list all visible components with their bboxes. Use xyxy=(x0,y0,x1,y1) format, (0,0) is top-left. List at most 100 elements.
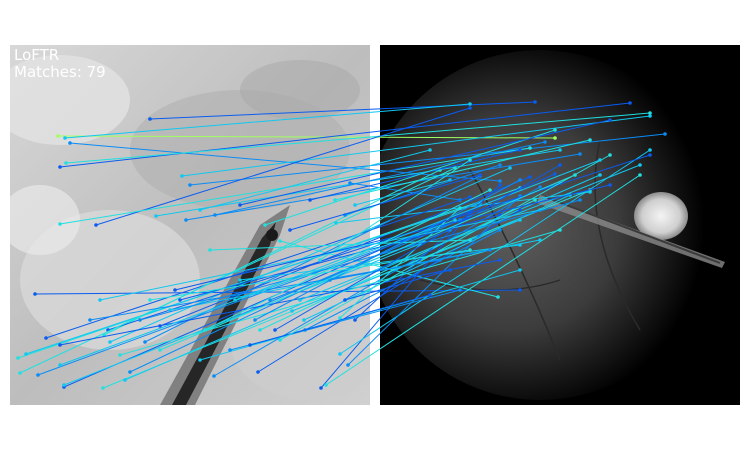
keypoint xyxy=(148,298,152,302)
match-line xyxy=(309,149,521,201)
keypoint xyxy=(64,161,68,165)
match-line xyxy=(249,294,431,346)
match-line xyxy=(279,154,611,341)
match-line xyxy=(234,159,601,301)
keypoint xyxy=(458,206,462,210)
keypoint xyxy=(180,174,184,178)
match-line xyxy=(59,259,501,346)
keypoint xyxy=(353,203,357,207)
keypoint xyxy=(343,298,347,302)
keypoint xyxy=(558,228,562,232)
match-line xyxy=(34,289,521,295)
keypoint xyxy=(268,298,272,302)
keypoint xyxy=(238,203,242,207)
keypoint xyxy=(458,288,462,292)
match-line xyxy=(159,176,531,327)
keypoint xyxy=(308,198,312,202)
match-line xyxy=(274,164,561,331)
match-line xyxy=(319,159,471,261)
keypoint xyxy=(538,185,542,189)
keypoint xyxy=(118,353,122,357)
keypoint xyxy=(101,386,105,390)
left-image-panel xyxy=(10,45,370,405)
keypoint xyxy=(58,222,62,226)
keypoint xyxy=(338,316,342,320)
keypoint xyxy=(168,308,172,312)
keypoint xyxy=(498,228,502,232)
keypoint xyxy=(68,141,72,145)
match-line xyxy=(199,149,431,211)
keypoint xyxy=(648,111,652,115)
match-line xyxy=(109,167,511,343)
keypoint xyxy=(518,288,522,292)
match-line xyxy=(149,249,471,301)
keypoint xyxy=(353,318,357,322)
keypoint xyxy=(588,138,592,142)
keypoint xyxy=(498,163,502,167)
keypoint xyxy=(468,106,472,110)
keypoint xyxy=(558,163,562,167)
match-line xyxy=(239,244,521,281)
keypoint xyxy=(648,114,652,118)
keypoint xyxy=(608,118,612,122)
right-image-panel xyxy=(380,45,740,405)
keypoint xyxy=(628,101,632,105)
keypoint xyxy=(188,183,192,187)
match-line xyxy=(57,135,556,139)
keypoint xyxy=(478,173,482,177)
match-line xyxy=(139,199,581,321)
keypoint xyxy=(468,102,472,106)
match-line xyxy=(339,149,651,355)
keypoint xyxy=(498,258,502,262)
keypoint xyxy=(24,352,28,356)
keypoint xyxy=(538,238,542,242)
match-line xyxy=(159,174,576,351)
keypoint xyxy=(338,352,342,356)
keypoint xyxy=(128,370,132,374)
keypoint xyxy=(98,298,102,302)
keypoint xyxy=(648,153,652,157)
keypoint xyxy=(608,183,612,187)
keypoint xyxy=(648,148,652,152)
match-line xyxy=(344,269,451,301)
match-line xyxy=(181,115,651,177)
keypoint xyxy=(578,152,582,156)
keypoint xyxy=(198,358,202,362)
keypoint xyxy=(598,158,602,162)
keypoint xyxy=(428,148,432,152)
keypoint xyxy=(208,248,212,252)
keypoint xyxy=(573,173,577,177)
keypoint xyxy=(18,371,22,375)
match-line xyxy=(204,189,491,331)
match-line xyxy=(185,153,581,221)
keypoint xyxy=(154,214,158,218)
keypoint xyxy=(428,293,432,297)
keypoint xyxy=(148,117,152,121)
keypoint xyxy=(212,374,216,378)
keypoint xyxy=(184,218,188,222)
keypoint xyxy=(58,363,62,367)
keypoint xyxy=(553,128,557,132)
match-line xyxy=(239,119,611,206)
keypoint xyxy=(143,340,147,344)
keypoint xyxy=(508,166,512,170)
keypoint xyxy=(553,136,557,140)
keypoint xyxy=(33,292,37,296)
keypoint xyxy=(58,165,62,169)
match-line xyxy=(59,219,456,366)
match-line xyxy=(254,179,521,321)
match-line xyxy=(329,249,491,281)
match-line xyxy=(65,112,651,164)
keypoint xyxy=(173,288,177,292)
keypoint xyxy=(44,336,48,340)
keypoint xyxy=(253,318,257,322)
keypoint xyxy=(108,340,112,344)
keypoint xyxy=(324,383,328,387)
keypoint xyxy=(158,348,162,352)
keypoint xyxy=(578,198,582,202)
match-line xyxy=(95,107,471,226)
keypoint xyxy=(533,100,537,104)
match-lines xyxy=(16,100,667,390)
keypoint xyxy=(302,318,306,322)
match-line xyxy=(199,269,521,361)
